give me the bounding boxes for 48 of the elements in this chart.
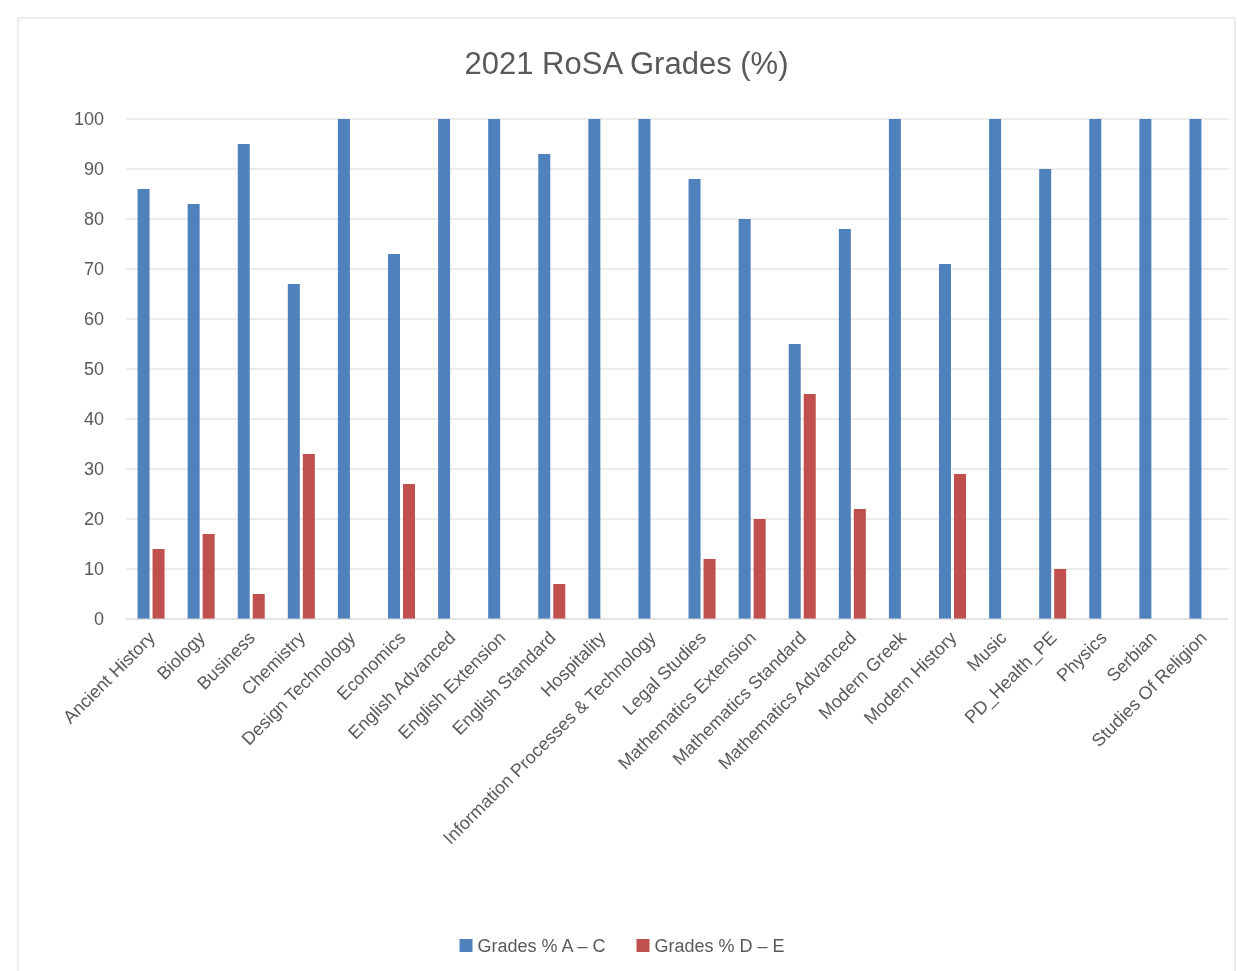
bar [888,119,901,619]
bar [803,394,816,619]
bar [152,549,165,619]
bar [1189,119,1202,619]
bar [302,454,315,619]
y-tick-label: 80 [83,209,104,230]
bar [237,144,250,619]
bar [989,119,1002,619]
bar [287,284,300,619]
y-tick-label: 100 [73,109,104,130]
y-tick-label: 50 [83,359,104,380]
bar [703,559,716,619]
bar [838,229,851,619]
y-tick-label: 10 [83,559,104,580]
y-tick-label: 70 [83,259,104,280]
y-tick-label: 0 [93,609,104,630]
bar [403,484,415,619]
bar [187,204,200,619]
bar [638,119,651,619]
bar [738,219,751,619]
bar [202,534,215,619]
bar [388,254,400,619]
y-tick-label: 60 [83,309,104,330]
bar [252,594,265,619]
bar [488,119,501,619]
bar [1054,569,1067,619]
bar [137,189,150,619]
bar [954,474,966,619]
y-tick-label: 20 [83,509,104,530]
bar [1139,119,1152,619]
bar [753,519,766,619]
bar [588,119,601,619]
bar [1089,119,1102,619]
bar [788,344,801,619]
y-tick-label: 40 [83,409,104,430]
bar [939,264,951,619]
bar [688,179,701,619]
bar [853,509,866,619]
bar [438,119,451,619]
bar [337,119,350,619]
y-tick-label: 30 [83,459,104,480]
bar [538,154,551,619]
legend-label: Grades % D – E [654,936,785,956]
y-tick-label: 90 [83,159,104,180]
bar [1039,169,1052,619]
bar [553,584,566,619]
chart-title: 2021 RoSA Grades (%) [464,46,789,81]
legend-label: Grades % A – C [477,936,606,956]
